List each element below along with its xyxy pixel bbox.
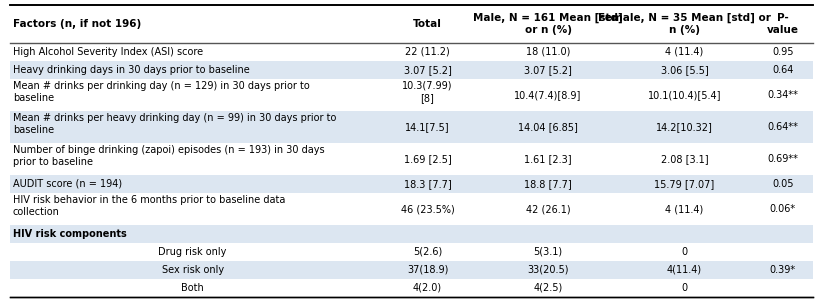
Bar bbox=[10, 5, 813, 43]
Text: 0.05: 0.05 bbox=[772, 179, 793, 189]
Text: 10.1(10.4)[5.4]: 10.1(10.4)[5.4] bbox=[648, 90, 721, 100]
Text: 10.4(7.4)[8.9]: 10.4(7.4)[8.9] bbox=[514, 90, 582, 100]
Bar bbox=[10, 111, 813, 143]
Bar bbox=[10, 175, 813, 193]
Text: Sex risk only: Sex risk only bbox=[161, 265, 224, 275]
Text: 10.3(7.99)
[8]: 10.3(7.99) [8] bbox=[402, 81, 453, 103]
Text: 18 (11.0): 18 (11.0) bbox=[526, 47, 570, 57]
Text: 5(2.6): 5(2.6) bbox=[413, 247, 442, 257]
Text: 0: 0 bbox=[681, 247, 687, 257]
Bar bbox=[10, 243, 813, 261]
Text: Number of binge drinking (zapoi) episodes (n = 193) in 30 days
prior to baseline: Number of binge drinking (zapoi) episode… bbox=[13, 145, 324, 167]
Text: Mean # drinks per drinking day (n = 129) in 30 days prior to
baseline: Mean # drinks per drinking day (n = 129)… bbox=[13, 81, 309, 103]
Text: 15.79 [7.07]: 15.79 [7.07] bbox=[654, 179, 714, 189]
Text: 4 (11.4): 4 (11.4) bbox=[665, 47, 704, 57]
Text: 0.06*: 0.06* bbox=[770, 204, 796, 214]
Text: 3.06 [5.5]: 3.06 [5.5] bbox=[661, 65, 709, 75]
Text: 18.3 [7.7]: 18.3 [7.7] bbox=[404, 179, 452, 189]
Text: High Alcohol Severity Index (ASI) score: High Alcohol Severity Index (ASI) score bbox=[13, 47, 203, 57]
Bar bbox=[10, 193, 813, 225]
Text: 2.08 [3.1]: 2.08 [3.1] bbox=[661, 154, 709, 164]
Text: 0: 0 bbox=[681, 283, 687, 293]
Text: HIV risk behavior in the 6 months prior to baseline data
collection: HIV risk behavior in the 6 months prior … bbox=[13, 195, 286, 217]
Bar bbox=[10, 279, 813, 297]
Text: 14.04 [6.85]: 14.04 [6.85] bbox=[518, 122, 578, 132]
Text: 4(2.5): 4(2.5) bbox=[533, 283, 563, 293]
Text: 1.61 [2.3]: 1.61 [2.3] bbox=[524, 154, 572, 164]
Text: 4 (11.4): 4 (11.4) bbox=[665, 204, 704, 214]
Text: 4(2.0): 4(2.0) bbox=[413, 283, 442, 293]
Bar bbox=[10, 43, 813, 61]
Text: 18.8 [7.7]: 18.8 [7.7] bbox=[524, 179, 572, 189]
Text: 0.39*: 0.39* bbox=[770, 265, 796, 275]
Text: Heavy drinking days in 30 days prior to baseline: Heavy drinking days in 30 days prior to … bbox=[13, 65, 249, 75]
Text: 33(20.5): 33(20.5) bbox=[528, 265, 569, 275]
Text: HIV risk components: HIV risk components bbox=[13, 229, 127, 239]
Text: 4(11.4): 4(11.4) bbox=[667, 265, 702, 275]
Text: 22 (11.2): 22 (11.2) bbox=[405, 47, 450, 57]
Text: 0.95: 0.95 bbox=[772, 47, 793, 57]
Text: 3.07 [5.2]: 3.07 [5.2] bbox=[524, 65, 572, 75]
Text: Male, N = 161 Mean [std]
or n (%): Male, N = 161 Mean [std] or n (%) bbox=[473, 13, 623, 35]
Text: 0.64: 0.64 bbox=[772, 65, 793, 75]
Text: 37(18.9): 37(18.9) bbox=[407, 265, 449, 275]
Text: Female, N = 35 Mean [std] or
n (%): Female, N = 35 Mean [std] or n (%) bbox=[598, 13, 771, 35]
Bar bbox=[10, 261, 813, 279]
Bar bbox=[10, 143, 813, 175]
Text: Both: Both bbox=[181, 283, 204, 293]
Text: Mean # drinks per heavy drinking day (n = 99) in 30 days prior to
baseline: Mean # drinks per heavy drinking day (n … bbox=[13, 113, 337, 135]
Bar bbox=[10, 61, 813, 79]
Text: Total: Total bbox=[413, 19, 442, 29]
Text: 0.34**: 0.34** bbox=[768, 90, 798, 100]
Text: 46 (23.5%): 46 (23.5%) bbox=[401, 204, 454, 214]
Text: P-
value: P- value bbox=[767, 13, 799, 35]
Text: 42 (26.1): 42 (26.1) bbox=[526, 204, 570, 214]
Text: 3.07 [5.2]: 3.07 [5.2] bbox=[403, 65, 452, 75]
Bar bbox=[10, 79, 813, 111]
Text: 14.1[7.5]: 14.1[7.5] bbox=[405, 122, 450, 132]
Text: 14.2[10.32]: 14.2[10.32] bbox=[656, 122, 713, 132]
Text: Factors (n, if not 196): Factors (n, if not 196) bbox=[13, 19, 142, 29]
Bar bbox=[10, 225, 813, 243]
Text: 0.69**: 0.69** bbox=[768, 154, 798, 164]
Text: 1.69 [2.5]: 1.69 [2.5] bbox=[404, 154, 452, 164]
Text: 0.64**: 0.64** bbox=[768, 122, 798, 132]
Text: AUDIT score (n = 194): AUDIT score (n = 194) bbox=[13, 179, 122, 189]
Text: 5(3.1): 5(3.1) bbox=[533, 247, 563, 257]
Text: Drug risk only: Drug risk only bbox=[159, 247, 227, 257]
